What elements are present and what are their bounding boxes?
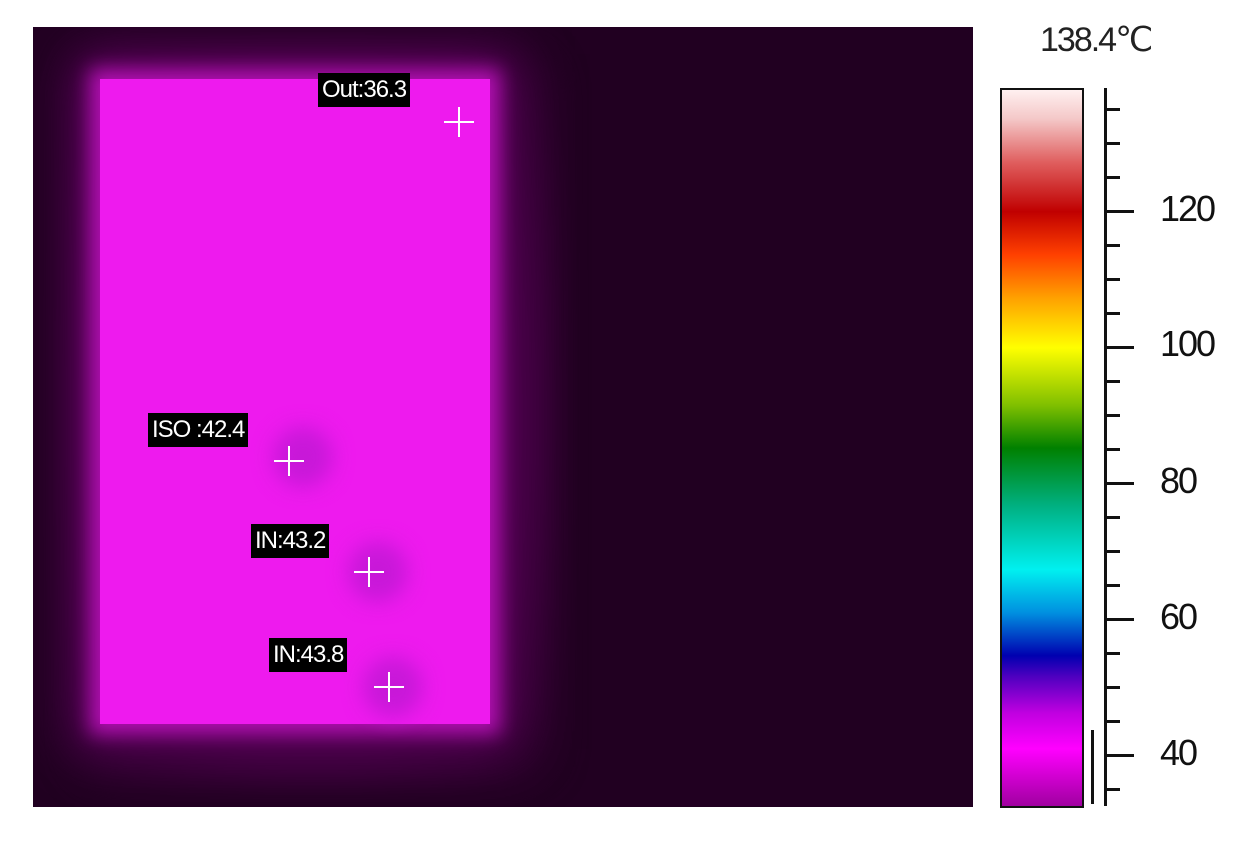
tick-label-40: 40 — [1160, 732, 1198, 773]
scale-axis — [1104, 88, 1107, 806]
minor-tick — [1104, 108, 1120, 111]
thermal-image: Out:36.3 ISO :42.4 IN:43.2 IN:43.8 — [33, 27, 973, 807]
range-indicator — [1091, 730, 1094, 804]
crosshair-icon — [444, 107, 474, 137]
minor-tick — [1104, 550, 1120, 553]
minor-tick — [1104, 176, 1120, 179]
minor-tick — [1104, 652, 1120, 655]
spot-label: ISO :42.4 — [148, 413, 249, 447]
minor-tick — [1104, 414, 1120, 417]
major-tick — [1104, 210, 1134, 213]
minor-tick — [1104, 312, 1120, 315]
minor-tick — [1104, 788, 1120, 791]
spot-label: IN:43.8 — [269, 638, 348, 672]
major-tick — [1104, 618, 1134, 621]
tick-label-60: 60 — [1160, 596, 1198, 637]
tick-label-120: 120 — [1160, 188, 1216, 229]
crosshair-icon — [274, 446, 304, 476]
minor-tick — [1104, 278, 1120, 281]
minor-tick — [1104, 584, 1120, 587]
tick-label-80: 80 — [1160, 460, 1198, 501]
minor-tick — [1104, 380, 1120, 383]
crosshair-icon — [374, 672, 404, 702]
color-scale-bar — [1000, 88, 1084, 808]
crosshair-icon — [354, 557, 384, 587]
minor-tick — [1104, 448, 1120, 451]
minor-tick — [1104, 244, 1120, 247]
minor-tick — [1104, 142, 1120, 145]
spot-label: Out:36.3 — [318, 73, 411, 107]
scale-max-label: 138.4℃ — [1040, 21, 1153, 59]
tick-label-100: 100 — [1160, 323, 1216, 364]
spot-label: IN:43.2 — [251, 524, 330, 558]
minor-tick — [1104, 516, 1120, 519]
hot-object — [100, 79, 490, 724]
minor-tick — [1104, 720, 1120, 723]
hot-spot-blob — [273, 427, 333, 487]
major-tick — [1104, 754, 1134, 757]
minor-tick — [1104, 686, 1120, 689]
major-tick — [1104, 482, 1134, 485]
major-tick — [1104, 346, 1134, 349]
